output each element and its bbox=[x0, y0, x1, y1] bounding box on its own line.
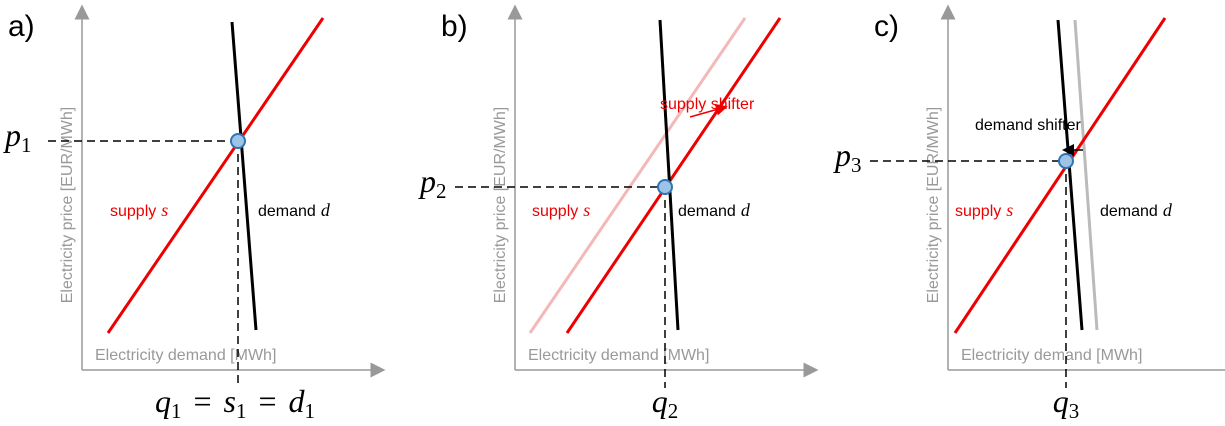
supply-label: supply s bbox=[110, 200, 168, 220]
y-axis-label: Electricity price [EUR/MWh] bbox=[492, 107, 509, 303]
quantity-subscript: 3 bbox=[1069, 399, 1080, 423]
panel: b) Electricity price [EUR/MWh] Electricity… bbox=[418, 4, 819, 423]
quantity-label: q2 bbox=[652, 383, 679, 422]
quantity-subscript: 2 bbox=[668, 399, 679, 423]
demand-curve bbox=[230, 21, 258, 331]
price-symbol: p bbox=[418, 163, 436, 199]
x-axis-label: Electricity demand [MWh] bbox=[528, 347, 709, 364]
y-axis-label: Electricity price [EUR/MWh] bbox=[925, 107, 942, 303]
supply-variable: s bbox=[583, 200, 590, 220]
quantity-subscript: 1 bbox=[305, 399, 316, 423]
quantity-label: q1 = s1 = d1 bbox=[155, 383, 315, 422]
demand-text: demand bbox=[678, 203, 736, 220]
quantity-symbol: s bbox=[224, 383, 236, 419]
supply-variable: s bbox=[161, 200, 168, 220]
demand-variable: d bbox=[1163, 200, 1173, 220]
demand-variable: d bbox=[741, 200, 751, 220]
supply-curve bbox=[565, 17, 782, 334]
quantity-label: q3 bbox=[1053, 383, 1080, 422]
supply-curve bbox=[106, 17, 325, 334]
demand-label: demand d bbox=[258, 200, 331, 220]
panel: c) Electricity price [EUR/MWh] Electricity… bbox=[833, 4, 1225, 423]
shifter-label: supply shifter bbox=[660, 96, 755, 113]
shifted-curve bbox=[1073, 19, 1099, 331]
quantity-symbol: q bbox=[155, 383, 171, 419]
equals-sign: = bbox=[193, 383, 211, 419]
demand-label: demand d bbox=[1100, 200, 1173, 220]
demand-variable: d bbox=[321, 200, 331, 220]
quantity-subscript: 1 bbox=[171, 399, 182, 423]
quantity-symbol: q bbox=[652, 383, 668, 419]
panel-label: a) bbox=[8, 10, 35, 43]
x-axis-label: Electricity demand [MWh] bbox=[95, 347, 276, 364]
equals-sign: = bbox=[258, 383, 276, 419]
price-subscript: 1 bbox=[21, 133, 32, 157]
price-symbol: p bbox=[833, 137, 851, 173]
price-subscript: 3 bbox=[851, 153, 862, 177]
price-label: p3 bbox=[833, 137, 862, 176]
equilibrium-point bbox=[657, 179, 673, 195]
price-label: p1 bbox=[3, 117, 32, 156]
supply-label: supply s bbox=[532, 200, 590, 220]
equilibrium-point bbox=[1058, 153, 1074, 169]
panel-label: c) bbox=[874, 10, 899, 43]
supply-curve bbox=[953, 17, 1167, 334]
price-subscript: 2 bbox=[436, 179, 447, 203]
x-axis-label: Electricity demand [MWh] bbox=[961, 347, 1142, 364]
demand-curve bbox=[658, 19, 680, 331]
demand-curve bbox=[1056, 19, 1084, 331]
quantity-symbol: d bbox=[289, 383, 306, 419]
supply-text: supply bbox=[955, 203, 1001, 220]
demand-label: demand d bbox=[678, 200, 751, 220]
shifter-arrow bbox=[689, 103, 728, 118]
supply-variable: s bbox=[1006, 200, 1013, 220]
demand-text: demand bbox=[258, 203, 316, 220]
y-axis-label: Electricity price [EUR/MWh] bbox=[59, 107, 76, 303]
demand-text: demand bbox=[1100, 203, 1158, 220]
shifter-label: demand shifter bbox=[975, 117, 1082, 134]
panel: a) Electricity price [EUR/MWh] Electricity… bbox=[3, 4, 386, 423]
quantity-subscript: 1 bbox=[236, 399, 247, 423]
price-symbol: p bbox=[3, 117, 21, 153]
supply-text: supply bbox=[532, 203, 578, 220]
supply-text: supply bbox=[110, 203, 156, 220]
quantity-symbol: q bbox=[1053, 383, 1069, 419]
shifted-curve bbox=[528, 17, 747, 334]
price-label: p2 bbox=[418, 163, 447, 202]
equilibrium-point bbox=[230, 133, 246, 149]
supply-label: supply s bbox=[955, 200, 1013, 220]
panel-label: b) bbox=[441, 10, 468, 43]
